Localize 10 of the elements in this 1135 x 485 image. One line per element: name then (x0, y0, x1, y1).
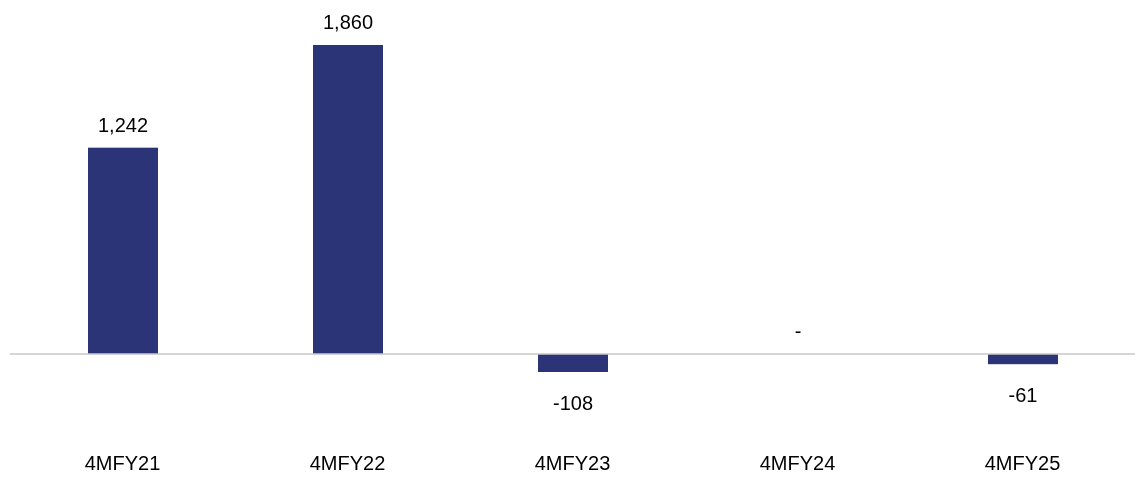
x-tick-label: 4MFY21 (84, 452, 161, 474)
data-label: 1,242 (97, 113, 149, 136)
x-tick-label: 4MFY25 (984, 452, 1061, 474)
x-tick-label: 4MFY24 (759, 452, 836, 474)
data-label: - (794, 320, 802, 343)
data-label: -108 (552, 392, 594, 414)
x-tick-label: 4MFY22 (309, 452, 386, 474)
data-label: -61 (1008, 384, 1038, 407)
data-label: 1,860 (322, 11, 374, 33)
x-tick-label: 4MFY23 (534, 452, 611, 474)
